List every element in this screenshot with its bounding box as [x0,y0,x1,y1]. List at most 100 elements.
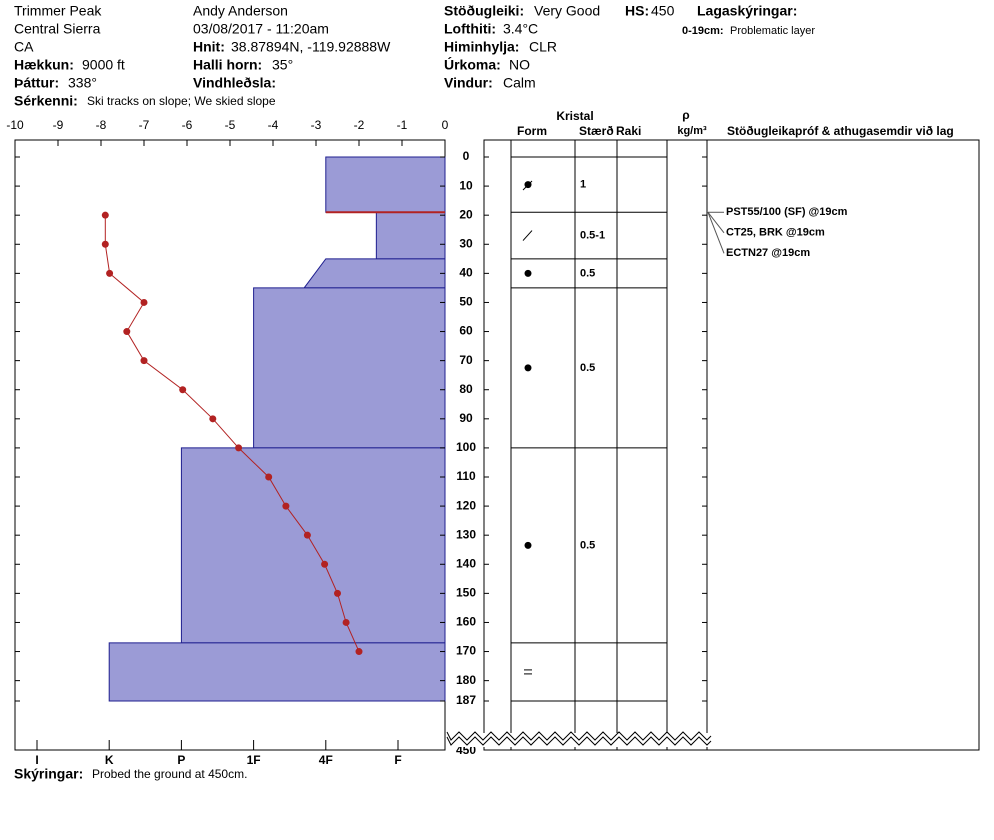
temperature-point [123,328,131,336]
grain-size: 0.5 [580,362,595,374]
col-head: Stöðugleikapróf & athugasemdir við lag [727,124,954,138]
temperature-point [140,357,148,365]
x-tick-label: -8 [96,118,107,132]
temperature-point [140,298,148,306]
x-tick-label: -7 [139,118,150,132]
hardness-layer [325,156,446,213]
grain-size: 0.5 [580,267,595,279]
value: 450 [651,3,675,19]
temperature-point [101,211,109,219]
hardness-tick-label: I [35,753,38,767]
comment: CT25, BRK @19cm [726,227,825,239]
form-icon [522,180,533,191]
value: Ski tracks on slope; We skied slope [87,94,276,108]
temperature-point [342,618,350,626]
value: Very Good [534,3,600,19]
y-tick-label: 150 [456,586,476,600]
table-header: Kristal Form Stærð Raki ρ kg/m³ Stöðugle… [517,108,954,138]
header: Trimmer Peak Central Sierra CA Hækkun: 9… [14,3,815,109]
range: Central Sierra [14,21,101,37]
form-icon [524,364,532,372]
label: Vindhleðsla: [193,75,276,91]
label: HS: [625,3,649,19]
form-icon [524,541,532,549]
x-tick-label: -4 [268,118,279,132]
value: NO [509,57,530,73]
temperature-point [265,473,273,481]
label: Hækkun: [14,57,74,73]
x-tick-label: -6 [182,118,193,132]
label: Lagaskýringar: [697,3,797,19]
table-columns [510,140,708,750]
label: Halli horn: [193,57,262,73]
table-frame [483,139,980,751]
y-tick-label: 70 [459,353,473,367]
x-tick-label: -3 [311,118,322,132]
y-tick-label: 120 [456,498,476,512]
value: 3.4°C [503,21,538,37]
temperature-point [355,648,363,656]
observer: Andy Anderson [193,3,288,19]
y-tick-label: 20 [459,207,473,221]
value: 38.87894N, -119.92888W [231,39,391,55]
location: Trimmer Peak [14,3,102,19]
label: Skýringar: [14,766,83,782]
x-tick-label: -9 [53,118,64,132]
col-head: ρ [682,108,689,122]
hardness-tick-label: P [177,753,185,767]
label: Stöðugleiki: [444,3,524,19]
value: 9000 ft [82,57,125,73]
label: Þáttur: [14,75,59,91]
y-tick-label: 130 [456,527,476,541]
col-head: kg/m³ [677,125,707,137]
y-tick-label: 187 [456,693,476,707]
datetime: 03/08/2017 - 11:20am [193,21,329,37]
depth-break [446,731,712,741]
comment: ECTN27 @19cm [726,247,810,259]
y-tick-label: 140 [456,556,476,570]
label: Himinhylja: [444,39,519,55]
value: CLR [529,39,557,55]
temperature-point [235,444,243,452]
label: Sérkenni: [14,93,78,109]
y-tick-label: 160 [456,615,476,629]
state: CA [14,39,34,55]
temperature-point [106,269,114,277]
value: 35° [272,57,293,73]
y-tick-label: 10 [459,178,473,192]
layer-note: Problematic layer [730,25,815,37]
hardness-tick-label: 1F [247,753,261,767]
x-tick-label: -1 [397,118,408,132]
x-tick-label: -5 [225,118,236,132]
break-mask [446,733,708,747]
label: Úrkoma: [444,56,501,73]
value: 338° [68,75,97,91]
col-head: Form [517,124,547,138]
comment: PST55/100 (SF) @19cm [726,206,848,218]
grain-size: 0.5-1 [580,229,605,241]
temperature-point [321,560,329,568]
y-tick-label: 110 [456,469,476,483]
x-tick-label: -10 [6,118,24,132]
temperature-point [101,240,109,248]
temperature-point [282,502,290,510]
label: Lofthiti: [444,21,496,37]
y-tick-label: 60 [459,324,473,338]
y-tick-label: 40 [459,266,473,280]
hardness-layer [253,287,446,449]
depth-break [446,736,712,746]
hardness-layer [108,642,446,702]
hardness-layer [303,258,446,289]
y-tick-label: 30 [459,236,473,250]
notes: Probed the ground at 450cm. [92,767,247,781]
temperature-line [104,215,360,652]
y-tick-label: 100 [456,440,476,454]
col-head: Stærð [579,124,614,138]
hardness-tick-label: 4F [319,753,333,767]
y-tick-label: 180 [456,673,476,687]
y-tick-label: 0 [463,149,470,163]
value: Calm [503,75,536,91]
grain-size: 0.5 [580,539,595,551]
temperature-point [209,415,217,423]
hardness-tick-label: K [105,753,114,767]
